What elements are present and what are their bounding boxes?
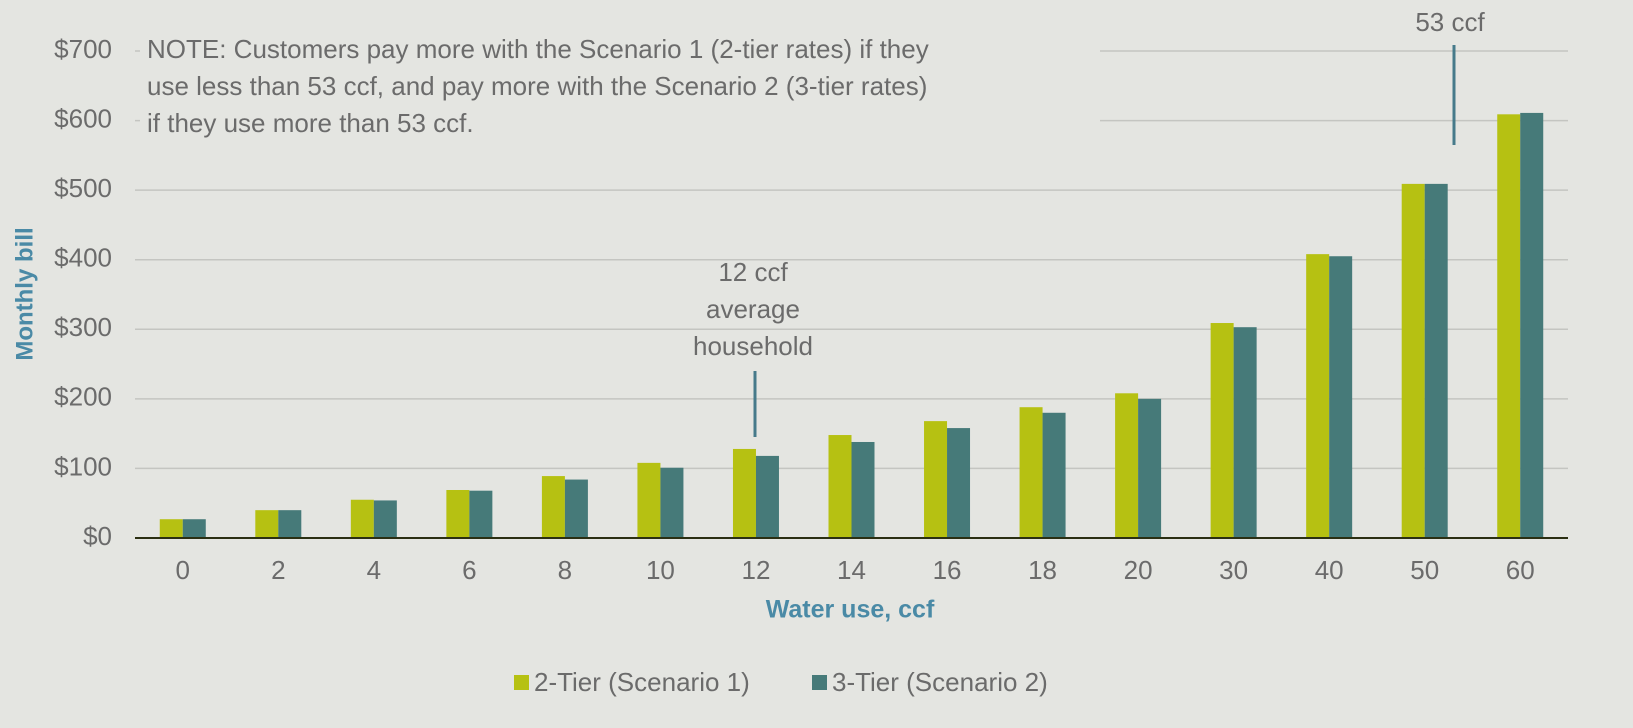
bar [469, 490, 493, 538]
x-tick-label: 2 [271, 555, 285, 585]
y-tick-label: $600 [54, 103, 112, 133]
bar [564, 479, 588, 538]
bar [446, 489, 470, 538]
y-tick-label: $0 [83, 521, 112, 551]
bar [1115, 393, 1139, 538]
legend-swatch [812, 675, 827, 690]
bar [924, 421, 948, 538]
x-tick-label: 14 [837, 555, 866, 585]
bar [1042, 412, 1066, 538]
bar [1233, 327, 1257, 538]
bar [947, 428, 971, 538]
x-tick-label: 0 [176, 555, 190, 585]
legend-label: 3-Tier (Scenario 2) [832, 667, 1048, 697]
bar [755, 455, 779, 538]
y-tick-label: $400 [54, 243, 112, 273]
x-tick-label: 50 [1410, 555, 1439, 585]
legend-swatch [514, 675, 529, 690]
bar [1019, 407, 1043, 538]
x-tick-label: 8 [558, 555, 572, 585]
bar [1306, 254, 1330, 539]
bar [637, 462, 661, 538]
y-axis-label: Monthly bill [11, 227, 38, 360]
bar [1329, 256, 1353, 538]
bar [159, 519, 183, 538]
bar [1424, 183, 1448, 539]
x-tick-label: 12 [742, 555, 771, 585]
bar [541, 476, 565, 538]
annotation-text: household [693, 331, 813, 361]
bar [278, 510, 302, 538]
y-tick-label: $700 [54, 34, 112, 64]
bar [828, 435, 852, 538]
x-tick-label: 18 [1028, 555, 1057, 585]
bar [851, 441, 875, 538]
bar [350, 499, 374, 538]
y-tick-label: $300 [54, 312, 112, 342]
x-tick-label: 30 [1219, 555, 1248, 585]
bar [732, 448, 756, 538]
bar [1520, 112, 1544, 538]
bar [182, 519, 206, 538]
legend-label: 2-Tier (Scenario 1) [534, 667, 750, 697]
bar [1497, 114, 1521, 538]
x-tick-label: 4 [367, 555, 381, 585]
y-tick-label: $200 [54, 382, 112, 412]
bar [660, 467, 684, 538]
bar [373, 500, 397, 538]
note-text: use less than 53 ccf, and pay more with … [147, 71, 927, 101]
note-background [140, 28, 1100, 150]
x-tick-label: 10 [646, 555, 675, 585]
x-tick-label: 40 [1315, 555, 1344, 585]
annotation-text: average [706, 294, 800, 324]
note-text: NOTE: Customers pay more with the Scenar… [147, 34, 929, 64]
bar [1138, 398, 1162, 538]
bar [1210, 323, 1234, 538]
x-axis-label: Water use, ccf [766, 596, 935, 624]
note-text: if they use more than 53 ccf. [147, 108, 474, 138]
x-tick-label: 60 [1506, 555, 1535, 585]
bar [1401, 183, 1425, 539]
bar [255, 510, 279, 538]
y-tick-label: $500 [54, 173, 112, 203]
x-tick-label: 6 [462, 555, 476, 585]
annotation-text: 12 ccf [718, 257, 788, 287]
x-tick-label: 20 [1124, 555, 1153, 585]
y-tick-label: $100 [54, 451, 112, 481]
annotation-text: 53 ccf [1415, 7, 1485, 37]
x-tick-label: 16 [933, 555, 962, 585]
